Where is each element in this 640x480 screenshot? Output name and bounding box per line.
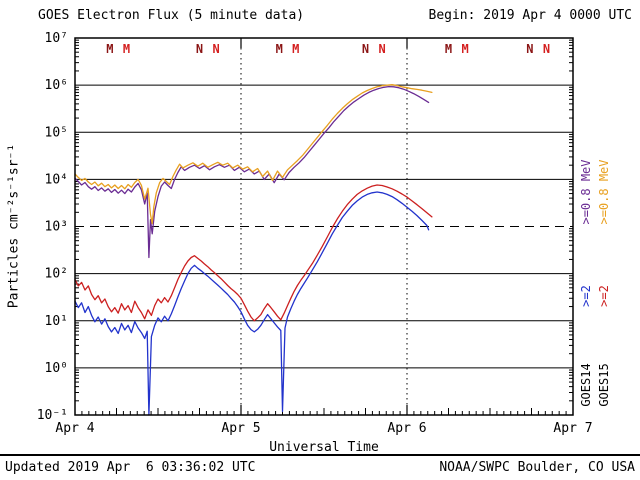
y-tick-label: 10⁵: [45, 125, 68, 140]
source-credit: NOAA/SWPC Boulder, CO USA: [439, 460, 635, 475]
sat-local-time-marker: N: [362, 42, 369, 56]
y-tick-label: 10¹: [45, 314, 68, 329]
sat-local-time-marker: N: [543, 42, 550, 56]
legend-goes14-satellite: GOES14: [579, 363, 593, 407]
legend-goes15-energy-2: >=2: [597, 285, 611, 307]
sat-local-time-marker: N: [378, 42, 385, 56]
legend-goes15-energy-0p8: >=0.8 MeV: [597, 159, 611, 225]
trace-goes15-2-mev: [74, 184, 433, 322]
x-tick-label: Apr 6: [387, 421, 426, 436]
plot-frame: [74, 37, 574, 416]
updated-timestamp: Updated 2019 Apr 6 03:36:02 UTC: [5, 460, 256, 475]
sat-local-time-marker: M: [106, 42, 113, 56]
legend-goes14-energy-2: >=2: [579, 285, 593, 307]
y-tick-label: 10³: [45, 220, 68, 235]
sat-local-time-marker: M: [292, 42, 299, 56]
y-tick-label: 10⁰: [45, 361, 68, 376]
footer-divider: [0, 454, 640, 456]
begin-time-label: Begin: 2019 Apr 4 0000 UTC: [428, 8, 633, 23]
sat-local-time-marker: M: [276, 42, 283, 56]
x-tick-label: Apr 4: [55, 421, 94, 436]
sat-local-time-marker: M: [461, 42, 468, 56]
legend-goes14-energy-0p8: >=0.8 MeV: [579, 159, 593, 225]
sat-local-time-marker: M: [123, 42, 130, 56]
sat-local-time-marker: M: [445, 42, 452, 56]
trace-goes14-0.8-mev: [74, 85, 430, 259]
y-tick-label: 10⁴: [45, 172, 68, 187]
flux-chart: M M N N M M N N M M N N10⁷10⁶10⁵10⁴10³10²10¹10⁰10⁻¹…: [37, 31, 593, 436]
chart-title: GOES Electron Flux (5 minute data): [38, 8, 305, 23]
x-axis-title: Universal Time: [269, 440, 379, 455]
y-tick-label: 10⁷: [45, 31, 68, 46]
sat-local-time-marker: N: [196, 42, 203, 56]
trace-goes14-2-mev: [74, 191, 430, 416]
sat-local-time-marker: N: [212, 42, 219, 56]
sat-local-time-marker: N: [526, 42, 533, 56]
y-tick-label: 10⁶: [45, 78, 68, 93]
x-tick-label: Apr 7: [553, 421, 592, 436]
x-tick-label: Apr 5: [221, 421, 260, 436]
y-tick-label: 10⁻¹: [37, 408, 68, 423]
trace-goes15-0.8-mev: [74, 84, 433, 225]
legend-goes15-satellite: GOES15: [597, 363, 611, 407]
y-tick-label: 10²: [45, 267, 68, 282]
